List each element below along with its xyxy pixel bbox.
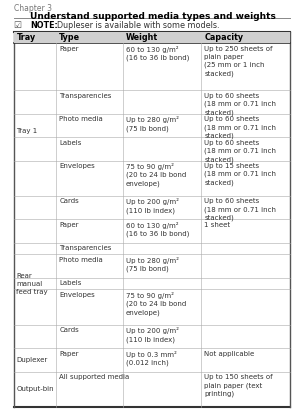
Text: Up to 60 sheets
(18 mm or 0.71 inch
stacked): Up to 60 sheets (18 mm or 0.71 inch stac… — [204, 116, 276, 139]
Text: Up to 280 g/m²
(75 lb bond): Up to 280 g/m² (75 lb bond) — [125, 116, 178, 132]
Text: Dupleser is available with some models.: Dupleser is available with some models. — [52, 21, 220, 30]
Text: Tray: Tray — [16, 33, 36, 42]
Text: Labels: Labels — [59, 280, 82, 286]
Text: Envelopes: Envelopes — [59, 163, 95, 169]
Text: Envelopes: Envelopes — [59, 292, 95, 298]
Text: Understand supported media types and weights: Understand supported media types and wei… — [30, 12, 276, 21]
Text: Paper: Paper — [59, 46, 79, 52]
Text: Weight: Weight — [125, 33, 158, 42]
Text: NOTE:: NOTE: — [30, 21, 58, 30]
Text: 75 to 90 g/m²
(20 to 24 lb bond
envelope): 75 to 90 g/m² (20 to 24 lb bond envelope… — [125, 163, 186, 187]
Text: Not applicable: Not applicable — [204, 351, 254, 356]
Text: 60 to 130 g/m²
(16 to 36 lb bond): 60 to 130 g/m² (16 to 36 lb bond) — [125, 222, 189, 237]
Text: Rear
manual
feed tray: Rear manual feed tray — [16, 273, 48, 295]
Text: Capacity: Capacity — [204, 33, 243, 42]
Text: Transparencies: Transparencies — [59, 93, 112, 99]
Text: Up to 200 g/m²
(110 lb index): Up to 200 g/m² (110 lb index) — [125, 198, 178, 214]
Text: Labels: Labels — [59, 139, 82, 146]
Text: Output-bin: Output-bin — [16, 386, 54, 392]
Text: Up to 250 sheets of
plain paper
(25 mm or 1 inch
stacked): Up to 250 sheets of plain paper (25 mm o… — [204, 46, 273, 77]
Text: Type: Type — [59, 33, 80, 42]
Text: Duplexer: Duplexer — [16, 357, 48, 363]
Text: Up to 60 sheets
(18 mm or 0.71 inch
stacked): Up to 60 sheets (18 mm or 0.71 inch stac… — [204, 198, 276, 221]
Text: Chapter 3: Chapter 3 — [14, 4, 52, 13]
Text: 60 to 130 g/m²
(16 to 36 lb bond): 60 to 130 g/m² (16 to 36 lb bond) — [125, 46, 189, 61]
Text: Up to 200 g/m²
(110 lb index): Up to 200 g/m² (110 lb index) — [125, 327, 178, 343]
Text: Up to 150 sheets of
plain paper (text
printing): Up to 150 sheets of plain paper (text pr… — [204, 374, 273, 397]
Text: Photo media: Photo media — [59, 257, 103, 263]
Text: Up to 60 sheets
(18 mm or 0.71 inch
stacked): Up to 60 sheets (18 mm or 0.71 inch stac… — [204, 139, 276, 163]
Text: Up to 0.3 mm²
(0.012 inch): Up to 0.3 mm² (0.012 inch) — [125, 351, 176, 366]
Text: Paper: Paper — [59, 222, 79, 227]
Text: Paper: Paper — [59, 351, 79, 356]
Text: Up to 15 sheets
(18 mm or 0.71 inch
stacked): Up to 15 sheets (18 mm or 0.71 inch stac… — [204, 163, 276, 186]
Text: 1 sheet: 1 sheet — [204, 222, 230, 227]
Text: Photo media: Photo media — [59, 116, 103, 122]
Text: All supported media: All supported media — [59, 374, 130, 380]
Text: Cards: Cards — [59, 198, 79, 204]
Text: Up to 280 g/m²
(75 lb bond): Up to 280 g/m² (75 lb bond) — [125, 257, 178, 272]
Text: Transparencies: Transparencies — [59, 245, 112, 251]
Text: Tray 1: Tray 1 — [16, 128, 38, 134]
Text: ☑: ☑ — [14, 21, 22, 30]
Text: Cards: Cards — [59, 327, 79, 333]
Text: 75 to 90 g/m²
(20 to 24 lb bond
envelope): 75 to 90 g/m² (20 to 24 lb bond envelope… — [125, 292, 186, 316]
Text: Up to 60 sheets
(18 mm or 0.71 inch
stacked): Up to 60 sheets (18 mm or 0.71 inch stac… — [204, 93, 276, 116]
